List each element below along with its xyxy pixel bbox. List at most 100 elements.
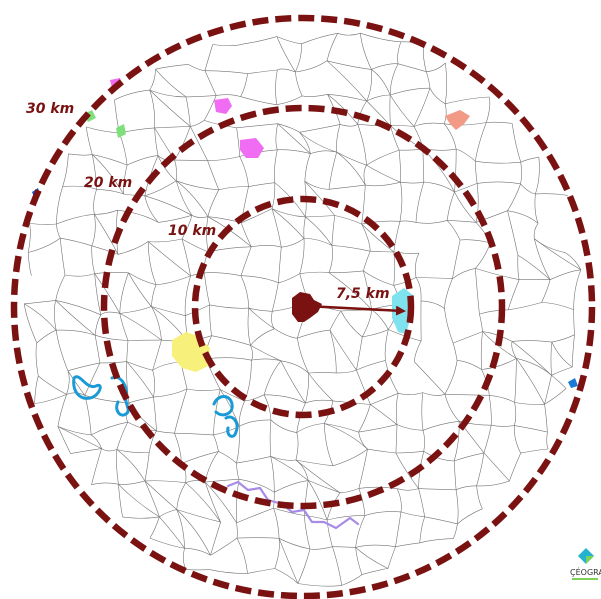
commune-boundary [271, 208, 306, 218]
salmon-commune [445, 110, 470, 130]
commune-boundary [483, 452, 510, 482]
commune-boundary [423, 181, 455, 193]
commune-boundary [399, 182, 403, 222]
commune-boundary [148, 238, 183, 243]
commune-boundary [304, 153, 311, 182]
commune-boundary [446, 191, 455, 221]
commune-boundary [123, 165, 128, 195]
commune-boundary [240, 246, 252, 276]
commune-boundary [118, 483, 160, 518]
commune-boundary [153, 388, 188, 398]
commune-boundary [444, 62, 447, 104]
commune-boundary [426, 62, 446, 72]
commune-boundary [184, 547, 211, 556]
commune-boundary [332, 546, 356, 548]
commune-boundary [176, 180, 219, 191]
commune-boundary [454, 183, 478, 193]
commune-boundary [270, 456, 296, 461]
commune-boundary [475, 210, 508, 223]
commune-boundary [271, 208, 305, 239]
commune-boundary [116, 449, 150, 454]
commune-boundary [370, 404, 398, 425]
commune-boundary [393, 221, 401, 252]
commune-boundary [486, 121, 513, 124]
commune-boundary [550, 342, 553, 376]
commune-boundary [413, 88, 431, 127]
commune-boundary [185, 95, 217, 98]
commune-boundary [483, 425, 492, 453]
commune-boundary [176, 180, 209, 217]
commune-boundary [491, 424, 515, 427]
commune-boundary [355, 515, 366, 548]
commune-boundary [277, 123, 311, 154]
commune-boundary [357, 124, 367, 166]
commune-boundary [281, 238, 305, 248]
commune-boundary [419, 538, 454, 544]
commune-boundary [456, 148, 476, 162]
commune-boundary [116, 421, 129, 450]
commune-boundary [158, 215, 192, 223]
commune-boundary [70, 448, 102, 454]
commune-boundary [357, 100, 367, 125]
commune-boundary [516, 358, 552, 376]
commune-boundary [100, 311, 120, 316]
commune-boundary [207, 156, 240, 161]
commune-boundary [91, 245, 95, 274]
commune-boundary [480, 331, 483, 370]
commune-boundary [546, 432, 549, 450]
commune-boundary [364, 511, 402, 516]
commune-boundary [295, 459, 334, 467]
commune-boundary [371, 69, 391, 96]
commune-boundary [549, 269, 581, 280]
commune-boundary [185, 482, 221, 523]
commune-boundary [204, 44, 213, 71]
commune-boundary [361, 220, 401, 225]
commune-boundary [55, 274, 66, 301]
commune-boundary [482, 331, 513, 342]
commune-boundary [358, 432, 368, 450]
commune-boundary [126, 340, 129, 362]
commune-boundary [327, 94, 358, 125]
commune-boundary [299, 132, 311, 154]
commune-boundary [174, 160, 177, 181]
commune-boundary [263, 360, 282, 395]
commune-boundary [176, 482, 186, 510]
commune-boundary [149, 69, 156, 91]
commune-boundary [363, 270, 372, 310]
commune-boundary [273, 492, 275, 509]
commune-boundary [361, 185, 366, 225]
commune-boundary [84, 362, 101, 396]
commune-boundary [94, 335, 101, 363]
commune-boundary [99, 361, 127, 364]
commune-boundary [355, 547, 389, 569]
commune-boundary [118, 484, 123, 517]
commune-boundary [240, 96, 277, 105]
distance-label: 7,5 km [336, 286, 390, 302]
commune-boundary [94, 209, 118, 215]
commune-boundary [128, 396, 154, 404]
ring-label-10km: 10 km [168, 223, 216, 239]
commune-boundary [299, 238, 305, 274]
commune-boundary [156, 275, 191, 285]
commune-boundary [326, 519, 333, 547]
commune-boundary [415, 277, 453, 279]
commune-boundary [28, 237, 61, 253]
commune-boundary [297, 583, 342, 587]
commune-boundary [240, 275, 250, 309]
commune-boundary [238, 478, 275, 493]
commune-boundary [551, 334, 575, 343]
commune-boundary [275, 69, 278, 105]
commune-boundary [365, 181, 401, 187]
commune-boundary [94, 273, 102, 315]
commune-boundary [297, 548, 311, 584]
commune-boundary [366, 94, 391, 102]
commune-boundary [27, 223, 31, 253]
commune-boundary [387, 546, 396, 569]
commune-boundary [389, 63, 399, 96]
ring-label-20km: 20 km [84, 175, 132, 191]
commune-boundary [236, 537, 248, 574]
commune-boundary [86, 126, 120, 134]
commune-boundary [295, 60, 328, 73]
commune-boundary [479, 309, 509, 315]
commune-boundary [362, 309, 372, 338]
